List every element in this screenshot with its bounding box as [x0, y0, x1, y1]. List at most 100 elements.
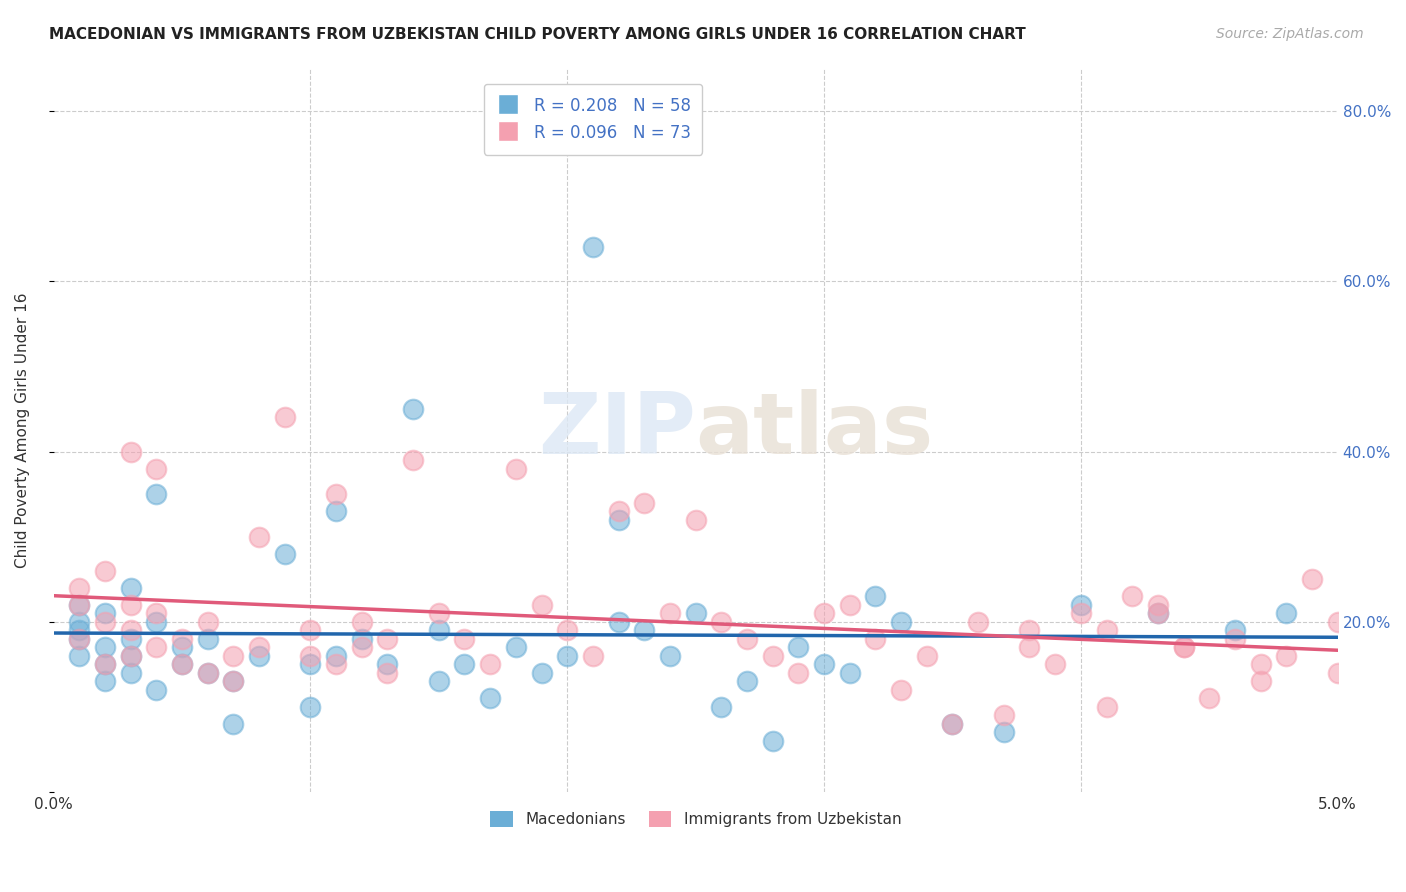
- Point: [479, 657, 502, 672]
- Text: atlas: atlas: [696, 389, 934, 472]
- Point: [890, 682, 912, 697]
- Point: [145, 606, 167, 620]
- Text: ZIP: ZIP: [538, 389, 696, 472]
- Point: [274, 410, 297, 425]
- Point: [350, 615, 373, 629]
- Point: [247, 648, 270, 663]
- Point: [120, 624, 142, 638]
- Point: [120, 598, 142, 612]
- Point: [94, 615, 117, 629]
- Point: [120, 444, 142, 458]
- Point: [607, 513, 630, 527]
- Point: [299, 648, 322, 663]
- Legend: Macedonians, Immigrants from Uzbekistan: Macedonians, Immigrants from Uzbekistan: [482, 804, 908, 835]
- Point: [1275, 606, 1298, 620]
- Point: [197, 615, 219, 629]
- Y-axis label: Child Poverty Among Girls Under 16: Child Poverty Among Girls Under 16: [15, 293, 30, 568]
- Point: [1070, 598, 1092, 612]
- Point: [813, 606, 835, 620]
- Point: [120, 648, 142, 663]
- Point: [607, 504, 630, 518]
- Point: [787, 665, 810, 680]
- Point: [530, 598, 553, 612]
- Point: [1018, 624, 1040, 638]
- Point: [94, 564, 117, 578]
- Point: [222, 648, 245, 663]
- Point: [145, 615, 167, 629]
- Point: [247, 530, 270, 544]
- Point: [582, 240, 605, 254]
- Point: [1198, 691, 1220, 706]
- Point: [1147, 606, 1170, 620]
- Point: [555, 648, 578, 663]
- Point: [350, 640, 373, 655]
- Point: [427, 674, 450, 689]
- Point: [813, 657, 835, 672]
- Point: [941, 717, 963, 731]
- Point: [350, 632, 373, 646]
- Point: [607, 615, 630, 629]
- Point: [1147, 598, 1170, 612]
- Point: [120, 648, 142, 663]
- Point: [1326, 615, 1348, 629]
- Point: [1173, 640, 1195, 655]
- Point: [1223, 632, 1246, 646]
- Point: [94, 657, 117, 672]
- Point: [170, 640, 193, 655]
- Point: [838, 598, 860, 612]
- Point: [1250, 657, 1272, 672]
- Point: [967, 615, 990, 629]
- Point: [222, 674, 245, 689]
- Point: [67, 615, 90, 629]
- Point: [530, 665, 553, 680]
- Point: [94, 674, 117, 689]
- Point: [1070, 606, 1092, 620]
- Point: [299, 657, 322, 672]
- Point: [505, 461, 527, 475]
- Point: [67, 598, 90, 612]
- Point: [170, 657, 193, 672]
- Point: [865, 632, 887, 646]
- Point: [1095, 699, 1118, 714]
- Point: [67, 581, 90, 595]
- Point: [1326, 665, 1348, 680]
- Point: [427, 624, 450, 638]
- Point: [222, 674, 245, 689]
- Point: [197, 632, 219, 646]
- Point: [120, 665, 142, 680]
- Point: [377, 665, 399, 680]
- Point: [865, 589, 887, 603]
- Point: [325, 657, 347, 672]
- Point: [145, 487, 167, 501]
- Point: [145, 640, 167, 655]
- Point: [915, 648, 938, 663]
- Point: [120, 581, 142, 595]
- Point: [94, 640, 117, 655]
- Point: [582, 648, 605, 663]
- Point: [299, 624, 322, 638]
- Point: [274, 547, 297, 561]
- Point: [67, 632, 90, 646]
- Point: [1147, 606, 1170, 620]
- Point: [402, 453, 425, 467]
- Point: [993, 725, 1015, 739]
- Point: [762, 648, 785, 663]
- Point: [555, 624, 578, 638]
- Point: [170, 632, 193, 646]
- Point: [402, 401, 425, 416]
- Point: [762, 734, 785, 748]
- Point: [67, 632, 90, 646]
- Point: [685, 513, 707, 527]
- Point: [787, 640, 810, 655]
- Point: [941, 717, 963, 731]
- Point: [1301, 572, 1323, 586]
- Point: [120, 632, 142, 646]
- Point: [633, 495, 655, 509]
- Point: [658, 648, 681, 663]
- Point: [377, 657, 399, 672]
- Point: [222, 717, 245, 731]
- Point: [1250, 674, 1272, 689]
- Text: MACEDONIAN VS IMMIGRANTS FROM UZBEKISTAN CHILD POVERTY AMONG GIRLS UNDER 16 CORR: MACEDONIAN VS IMMIGRANTS FROM UZBEKISTAN…: [49, 27, 1026, 42]
- Point: [377, 632, 399, 646]
- Point: [1043, 657, 1066, 672]
